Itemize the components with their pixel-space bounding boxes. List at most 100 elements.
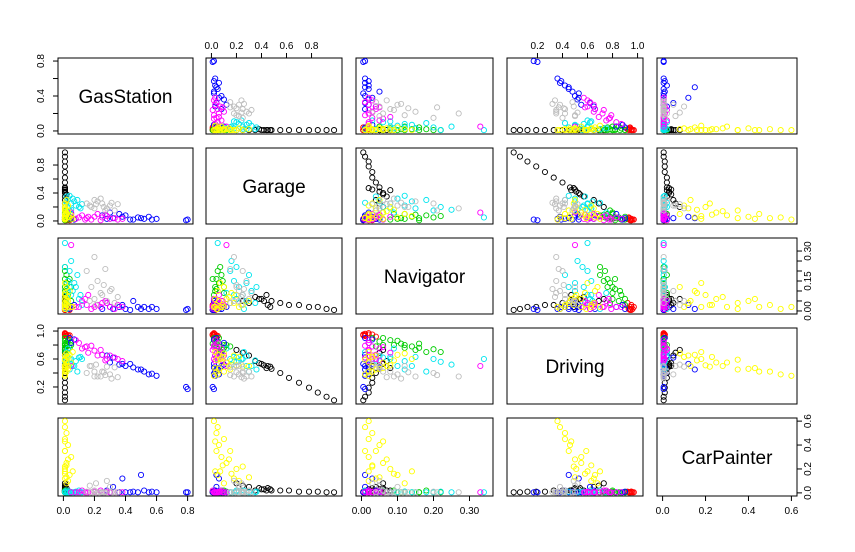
data-point: [561, 430, 569, 437]
y-axis-gasstation: 0.0 0.4 0.8: [36, 54, 59, 138]
data-point: [119, 301, 126, 309]
data-point: [122, 489, 129, 496]
data-point: [660, 123, 667, 130]
data-point: [660, 215, 667, 222]
data-point: [61, 185, 68, 192]
tick-label: 0.4: [742, 506, 756, 517]
data-point: [220, 108, 227, 115]
panel-gasstation-vs-driving: [506, 57, 644, 135]
data-point: [253, 283, 260, 291]
data-point: [437, 348, 444, 356]
data-point: [685, 205, 692, 212]
data-point: [430, 114, 437, 121]
tick-label: 0.00: [352, 506, 372, 517]
data-point: [670, 371, 677, 378]
data-point: [561, 82, 569, 89]
data-point: [376, 338, 383, 345]
data-point: [756, 127, 763, 134]
data-point: [516, 489, 524, 496]
data-point: [215, 489, 222, 496]
data-point: [788, 303, 795, 311]
data-point: [61, 275, 68, 283]
data-point: [555, 207, 562, 214]
data-point: [91, 196, 98, 204]
data-point: [390, 195, 397, 202]
data-point: [182, 217, 190, 224]
data-point: [376, 103, 383, 110]
data-point: [594, 210, 601, 218]
data-point: [277, 127, 284, 134]
data-point: [594, 283, 601, 291]
data-point: [588, 202, 595, 209]
data-point: [541, 301, 549, 309]
data-point: [66, 283, 73, 291]
data-point: [61, 365, 68, 372]
data-point: [560, 281, 567, 289]
data-point: [92, 361, 100, 368]
data-point: [219, 104, 226, 111]
data-point: [660, 149, 667, 156]
data-point: [596, 303, 604, 311]
data-point: [405, 489, 412, 496]
data-point: [693, 357, 701, 364]
data-point: [323, 305, 330, 313]
data-point: [77, 205, 84, 212]
data-point: [227, 364, 234, 371]
data-point: [401, 192, 408, 199]
tick-label: 0.4: [36, 89, 47, 103]
data-point: [245, 295, 253, 303]
data-point: [660, 90, 667, 97]
data-point: [119, 358, 126, 365]
data-point: [61, 438, 68, 445]
data-point: [534, 489, 541, 496]
data-point: [588, 462, 595, 469]
data-point: [568, 438, 575, 445]
data-point: [72, 489, 79, 496]
data-point: [670, 215, 677, 222]
data-point: [94, 210, 101, 218]
data-point: [219, 301, 226, 309]
data-point: [369, 109, 376, 116]
data-point: [559, 179, 566, 186]
data-point: [588, 303, 595, 311]
data-point: [751, 295, 758, 303]
data-point: [252, 487, 259, 494]
data-point: [581, 470, 589, 477]
tick-label: 0.8: [181, 506, 195, 517]
data-point: [751, 365, 758, 372]
data-point: [141, 215, 148, 222]
data-point: [323, 393, 330, 400]
data-point: [383, 487, 390, 494]
data-point: [766, 368, 773, 375]
data-point: [184, 305, 191, 313]
data-point: [708, 301, 716, 309]
data-point: [788, 216, 795, 223]
variable-label-garage: Garage: [242, 177, 305, 198]
data-point: [263, 487, 270, 494]
data-point: [412, 205, 419, 212]
data-point: [558, 78, 565, 85]
tick-label: 0.2: [699, 506, 713, 517]
data-point: [681, 297, 688, 305]
data-point: [702, 203, 709, 211]
data-point: [213, 430, 220, 437]
data-point: [751, 215, 758, 222]
data-point: [581, 289, 589, 297]
data-point: [66, 267, 73, 275]
data-point: [61, 447, 68, 455]
data-point: [556, 79, 564, 86]
data-point: [61, 295, 68, 303]
data-point: [86, 362, 93, 370]
data-point: [331, 489, 338, 496]
data-point: [365, 468, 372, 475]
data-point: [68, 241, 75, 249]
data-point: [65, 291, 72, 299]
data-point: [239, 297, 246, 305]
data-point: [401, 480, 408, 487]
data-point: [580, 202, 587, 209]
data-point: [430, 127, 437, 134]
data-point: [122, 212, 129, 219]
data-point: [85, 213, 92, 220]
data-point: [263, 291, 270, 299]
data-point: [380, 119, 387, 126]
